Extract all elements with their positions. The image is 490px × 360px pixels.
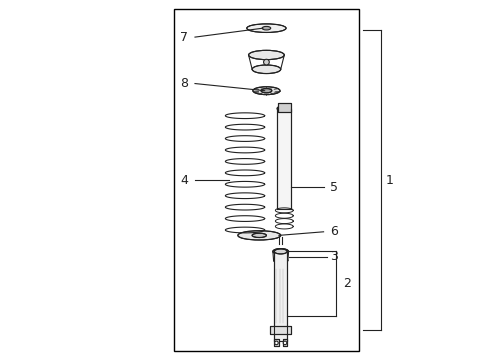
- Text: 8: 8: [180, 77, 188, 90]
- Bar: [270, 327, 292, 334]
- Ellipse shape: [238, 231, 281, 240]
- Text: 2: 2: [343, 277, 351, 290]
- Bar: [274, 251, 287, 341]
- Ellipse shape: [273, 249, 289, 254]
- Bar: [274, 339, 279, 346]
- Text: 7: 7: [180, 31, 188, 44]
- Ellipse shape: [253, 87, 280, 95]
- Bar: [283, 339, 287, 346]
- Ellipse shape: [262, 26, 270, 30]
- Circle shape: [264, 59, 270, 65]
- Bar: [277, 109, 292, 208]
- Ellipse shape: [274, 249, 287, 254]
- Bar: [283, 339, 287, 346]
- Ellipse shape: [247, 24, 286, 32]
- Bar: [274, 339, 279, 346]
- Bar: [270, 327, 292, 334]
- Ellipse shape: [252, 233, 267, 238]
- Ellipse shape: [273, 258, 288, 263]
- Ellipse shape: [248, 50, 284, 60]
- Ellipse shape: [252, 65, 281, 73]
- Text: 3: 3: [330, 250, 338, 263]
- Text: 5: 5: [330, 181, 338, 194]
- Text: 1: 1: [386, 174, 393, 186]
- Bar: [173, 9, 359, 351]
- Ellipse shape: [277, 106, 292, 111]
- Text: 4: 4: [180, 174, 188, 186]
- Circle shape: [283, 341, 287, 345]
- Bar: [278, 103, 291, 112]
- Text: 6: 6: [330, 225, 338, 238]
- Circle shape: [275, 341, 278, 345]
- Ellipse shape: [261, 89, 272, 93]
- Bar: [278, 103, 291, 112]
